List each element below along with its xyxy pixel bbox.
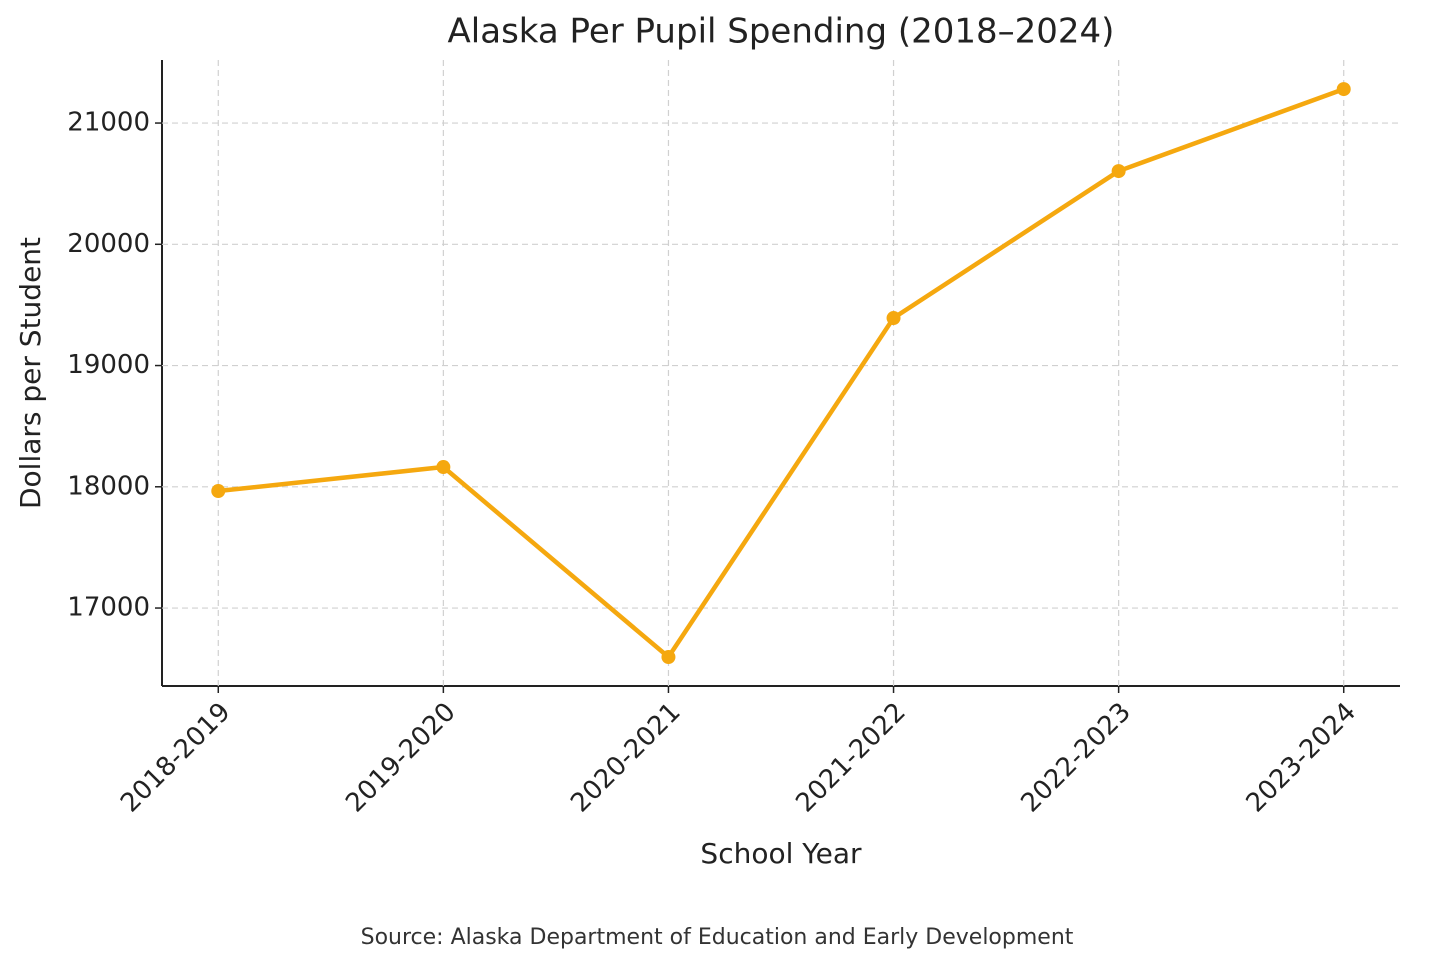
data-line xyxy=(218,86,1345,660)
y-tick-label: 19000 xyxy=(67,350,150,380)
x-tick-label: 2018-2019 xyxy=(115,697,236,818)
chart-title: Alaska Per Pupil Spending (2018–2024) xyxy=(448,12,1115,52)
y-tick-label: 20000 xyxy=(67,229,150,259)
x-tick-label: 2022-2023 xyxy=(1015,697,1136,818)
y-tick-label: 18000 xyxy=(67,471,150,501)
data-point xyxy=(1336,82,1351,97)
y-tick-label: 21000 xyxy=(67,108,150,138)
x-tick-label: 2020-2021 xyxy=(565,697,686,818)
x-tick-label: 2021-2022 xyxy=(790,697,911,818)
y-tick-label: 17000 xyxy=(67,593,150,623)
x-tick-label: 2023-2024 xyxy=(1241,697,1362,818)
x-axis-label: School Year xyxy=(700,837,862,870)
data-point xyxy=(211,484,226,499)
data-point xyxy=(886,311,901,326)
y-axis-label: Dollars per Student xyxy=(14,237,47,509)
data-point xyxy=(1111,164,1126,179)
x-tick-label: 2019-2020 xyxy=(340,697,461,818)
data-point xyxy=(661,650,676,665)
source-note: Source: Alaska Department of Education a… xyxy=(361,925,1074,950)
data-point xyxy=(436,460,451,475)
